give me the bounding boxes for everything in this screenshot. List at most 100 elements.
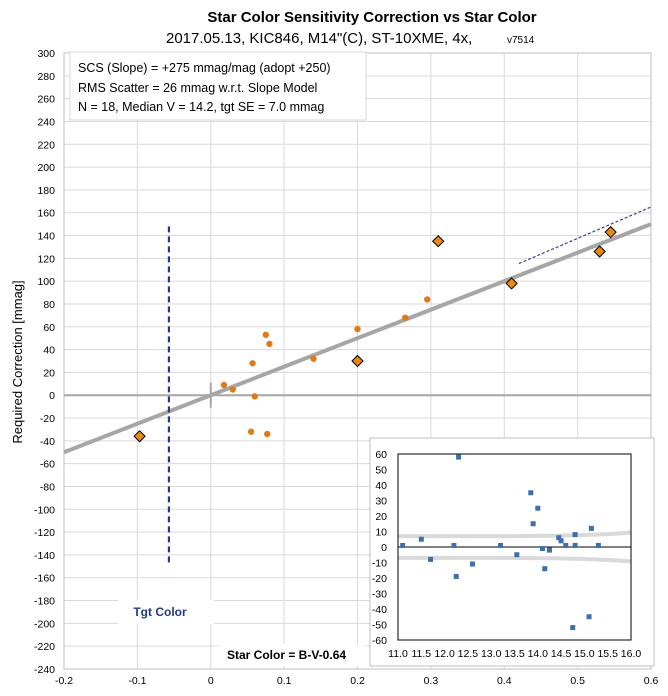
x-tick-label: 0.4 bbox=[497, 675, 512, 687]
y-tick-label: 80 bbox=[43, 299, 55, 311]
inset-data-point bbox=[514, 552, 520, 558]
inset-x-tick-label: 11.5 bbox=[411, 648, 431, 660]
inset-data-point bbox=[572, 532, 578, 538]
y-tick-label: 140 bbox=[37, 231, 55, 243]
y-tick-label: -120 bbox=[34, 527, 55, 539]
inset-y-tick-label: -60 bbox=[372, 635, 387, 647]
y-tick-label: -240 bbox=[34, 664, 55, 676]
data-point bbox=[247, 428, 255, 435]
inset-x-tick-label: 14.0 bbox=[528, 648, 549, 660]
y-tick-label: -180 bbox=[34, 596, 55, 608]
inset-data-point bbox=[498, 542, 504, 548]
inset-data-point bbox=[400, 542, 406, 548]
inset-x-tick-label: 14.5 bbox=[551, 648, 572, 660]
y-tick-label: -200 bbox=[34, 618, 55, 630]
annotation-line-3: N = 18, Median V = 14.2, tgt SE = 7.0 mm… bbox=[78, 100, 324, 114]
y-tick-label: 0 bbox=[49, 390, 55, 402]
x-tick-label: 0.6 bbox=[644, 675, 659, 687]
x-tick-label: -0.1 bbox=[128, 675, 146, 687]
chart-subtitle: 2017.05.13, KIC846, M14"(C), ST-10XME, 4… bbox=[166, 30, 472, 47]
inset-background bbox=[369, 437, 655, 667]
data-point bbox=[251, 393, 258, 400]
x-tick-label: 0 bbox=[208, 675, 214, 687]
inset-y-tick-label: -40 bbox=[372, 604, 387, 616]
y-tick-label: -100 bbox=[34, 504, 55, 516]
inset-x-tick-label: 16.0 bbox=[621, 648, 642, 660]
fit-line bbox=[63, 222, 652, 455]
y-tick-label: -60 bbox=[40, 459, 55, 471]
inset-y-tick-label: 10 bbox=[375, 527, 387, 539]
data-point bbox=[249, 360, 256, 367]
y-tick-label: -160 bbox=[34, 573, 55, 585]
inset-y-tick-label: 40 bbox=[375, 480, 387, 492]
y-tick-label: 280 bbox=[37, 71, 55, 83]
inset-y-tick-label: 50 bbox=[375, 465, 387, 477]
inset-data-point bbox=[586, 614, 592, 620]
inset-frame bbox=[397, 453, 632, 641]
inset-x-tick-label: 12.5 bbox=[458, 648, 479, 660]
y-tick-label: 120 bbox=[37, 253, 55, 265]
inset-data-point bbox=[558, 538, 564, 544]
star-color-label: Star Color = B-V-0.64 bbox=[227, 648, 346, 662]
inset-y-tick-label: 0 bbox=[381, 542, 387, 554]
inset-x-tick-label: 13.5 bbox=[504, 648, 525, 660]
inset-envelope-upper bbox=[398, 530, 632, 539]
inset-data-point bbox=[428, 556, 434, 562]
inset-data-point bbox=[556, 535, 562, 541]
y-tick-label: 160 bbox=[37, 208, 55, 220]
data-point bbox=[220, 381, 228, 389]
inset-x-tick-label: 15.0 bbox=[574, 648, 595, 660]
inset-y-tick-label: -50 bbox=[372, 620, 387, 632]
data-point-diamond bbox=[593, 245, 606, 258]
inset-x-tick-label: 11.0 bbox=[388, 648, 408, 660]
x-tick-label: -0.2 bbox=[55, 675, 73, 687]
y-tick-label: 100 bbox=[37, 276, 55, 288]
inset-data-point bbox=[563, 542, 569, 548]
chart-title: Star Color Sensitivity Correction vs Sta… bbox=[207, 9, 536, 26]
inset-y-tick-label: 20 bbox=[375, 511, 387, 523]
data-point-diamond bbox=[505, 277, 518, 290]
data-point bbox=[262, 331, 269, 338]
y-tick-label: -220 bbox=[34, 641, 55, 653]
y-tick-label: 200 bbox=[37, 162, 55, 174]
data-point bbox=[424, 296, 431, 303]
star-color-label-group: Star Color = B-V-0.64 bbox=[218, 644, 366, 666]
y-tick-label: -80 bbox=[40, 481, 55, 493]
data-point-diamond bbox=[133, 430, 146, 443]
plot-content bbox=[63, 206, 652, 567]
inset-y-tick-label: 30 bbox=[375, 496, 387, 508]
inset-data-point bbox=[542, 566, 548, 572]
y-tick-label: -40 bbox=[40, 436, 55, 448]
annotation-line-2: RMS Scatter = 26 mmag w.r.t. Slope Model bbox=[78, 81, 317, 95]
y-tick-label: -140 bbox=[34, 550, 55, 562]
x-tick-label: 0.5 bbox=[570, 675, 585, 687]
data-point bbox=[229, 386, 236, 393]
tgt-color-label-group: Tgt Color bbox=[118, 600, 214, 624]
inset-x-tick-label: 12.0 bbox=[434, 648, 455, 660]
inset-data-point bbox=[470, 561, 476, 567]
fit-line-dashed bbox=[518, 206, 652, 265]
data-point-diamond bbox=[351, 354, 364, 368]
data-point-diamond bbox=[604, 225, 617, 239]
x-tick-label: 0.2 bbox=[350, 675, 365, 687]
y-tick-label: 20 bbox=[43, 367, 55, 379]
x-tick-label: 0.3 bbox=[424, 675, 439, 687]
inset-data-point bbox=[451, 542, 457, 548]
inset-data-point bbox=[546, 547, 552, 553]
data-point bbox=[266, 340, 273, 348]
y-tick-label: 300 bbox=[37, 48, 55, 60]
inset-x-tick-label: 13.0 bbox=[481, 648, 502, 660]
inset-data-point bbox=[595, 542, 601, 548]
inset-data-point bbox=[570, 625, 576, 631]
inset-data-point bbox=[528, 490, 534, 496]
y-tick-label: 180 bbox=[37, 185, 55, 197]
data-point bbox=[310, 355, 317, 362]
x-tick-label: 0.1 bbox=[277, 675, 292, 687]
inset-x-tick-label: 15.5 bbox=[597, 648, 618, 660]
inset-data-point bbox=[535, 505, 541, 511]
inset-data-point bbox=[456, 454, 462, 460]
data-point bbox=[264, 430, 271, 438]
y-axis-label: Required Correction [mmag] bbox=[10, 280, 25, 443]
